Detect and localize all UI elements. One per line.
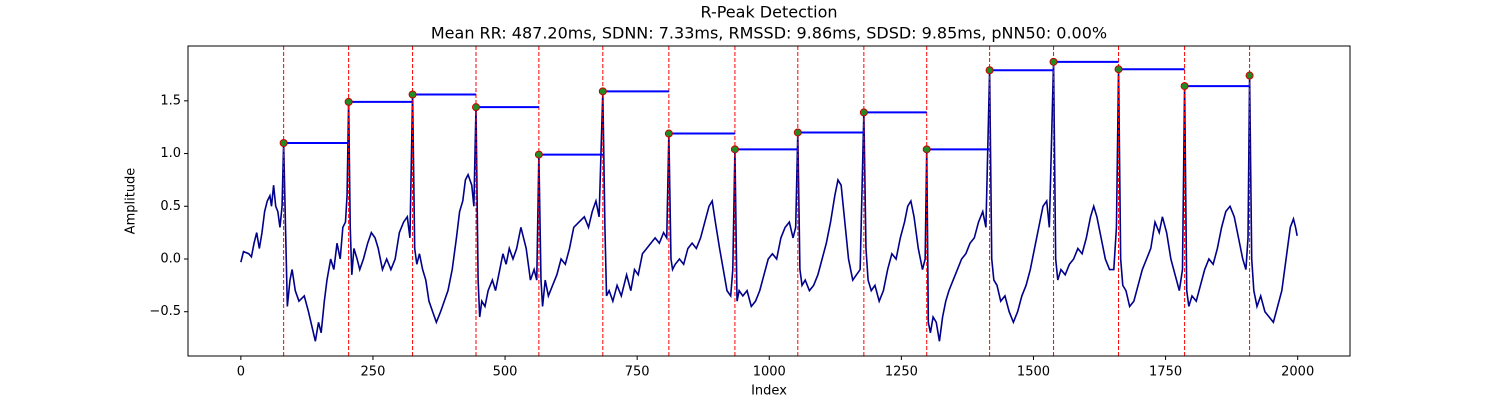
r-peak xyxy=(1049,57,1058,66)
r-peak xyxy=(922,145,931,154)
r-peak xyxy=(598,87,607,96)
chart-subtitle: Mean RR: 487.20ms, SDNN: 7.33ms, RMSSD: … xyxy=(431,24,1107,43)
x-tick-label: 500 xyxy=(493,365,518,380)
x-tick-label: 1500 xyxy=(1017,365,1050,380)
r-peak xyxy=(279,139,288,148)
r-peak xyxy=(985,66,994,75)
x-tick-label: 2000 xyxy=(1281,365,1314,380)
x-tick-label: 1750 xyxy=(1149,365,1182,380)
x-tick-label: 750 xyxy=(625,365,650,380)
r-peak xyxy=(1114,65,1123,74)
r-peak xyxy=(471,103,480,112)
y-tick-label: 0.5 xyxy=(160,199,181,214)
r-peak xyxy=(730,145,739,154)
r-peak xyxy=(664,129,673,138)
y-axis-label: Amplitude xyxy=(124,168,139,235)
y-tick-label: −0.5 xyxy=(149,304,181,319)
x-tick-label: 0 xyxy=(237,365,245,380)
x-tick-label: 1000 xyxy=(753,365,786,380)
r-peak xyxy=(1180,82,1189,91)
signal-line xyxy=(240,61,1298,342)
y-tick-label: 1.5 xyxy=(160,93,181,108)
r-peak xyxy=(408,90,417,99)
y-tick-label: 1.0 xyxy=(160,146,181,161)
r-peak xyxy=(1245,71,1254,80)
chart-title: R-Peak Detection xyxy=(700,3,837,22)
plot-frame xyxy=(187,45,1351,357)
r-peak xyxy=(793,128,802,137)
x-axis-label: Index xyxy=(751,384,787,399)
y-tick-label: 0.0 xyxy=(160,251,181,266)
r-peak xyxy=(859,108,868,117)
r-peak xyxy=(344,97,353,106)
x-tick-label: 250 xyxy=(361,365,386,380)
x-tick-label: 1250 xyxy=(885,365,918,380)
r-peak xyxy=(534,150,543,159)
